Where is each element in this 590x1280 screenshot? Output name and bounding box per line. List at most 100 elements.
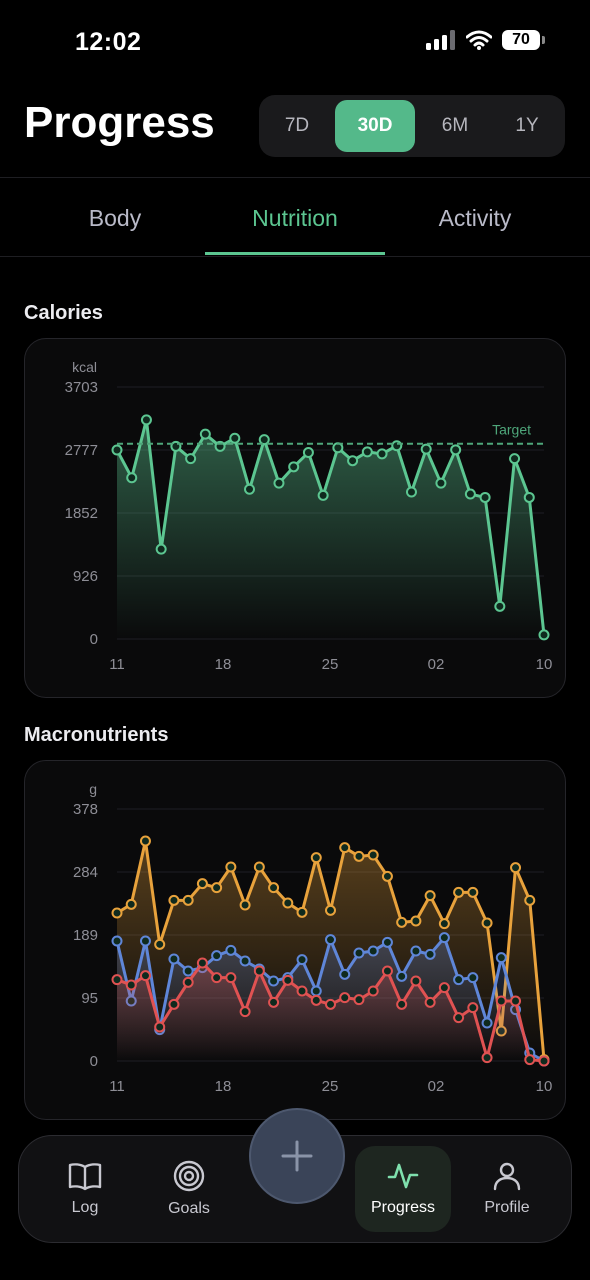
macros-point xyxy=(438,932,450,944)
macros-point xyxy=(139,970,151,982)
macros-point xyxy=(438,918,450,930)
calories-point xyxy=(376,448,388,460)
macros-point xyxy=(524,1054,536,1066)
macros-point xyxy=(424,996,436,1008)
macros-point xyxy=(325,934,336,946)
macros-y-tick: 95 xyxy=(81,990,98,1007)
tab-body[interactable]: Body xyxy=(88,205,142,231)
macros-point xyxy=(453,1012,465,1024)
calories-y-tick: 0 xyxy=(90,631,98,648)
calories-point xyxy=(140,414,152,426)
macros-point xyxy=(325,904,336,916)
macros-point xyxy=(296,985,308,997)
battery-icon: 70 xyxy=(502,30,545,50)
calories-section-title: Calories xyxy=(24,302,103,324)
calories-area-0 xyxy=(117,419,544,639)
person-icon xyxy=(493,1162,521,1191)
macros-point xyxy=(339,992,351,1004)
status-bar: 12:02 70 xyxy=(0,0,590,90)
macros-point xyxy=(538,1055,550,1067)
calories-unit-label: kcal xyxy=(72,359,97,375)
macros-point xyxy=(438,982,450,994)
nav-progress[interactable]: Progress xyxy=(355,1146,451,1232)
active-tab-indicator xyxy=(205,252,385,255)
macros-point xyxy=(410,945,422,957)
nav-profile[interactable]: Profile xyxy=(459,1146,555,1232)
macros-point xyxy=(182,976,194,988)
calories-point xyxy=(361,446,373,458)
macros-x-tick: 10 xyxy=(536,1078,553,1095)
range-6m-button[interactable]: 6M xyxy=(441,115,469,136)
range-7d-button[interactable]: 7D xyxy=(284,115,310,136)
range-30d-button[interactable]: 30D xyxy=(335,100,415,152)
macros-point xyxy=(310,985,322,997)
macros-point xyxy=(396,970,408,982)
macros-point xyxy=(196,957,208,969)
macros-chart: g 378 284 189 95 0 11 18 25 02 10 xyxy=(73,781,553,1095)
macros-point xyxy=(510,862,522,874)
macros-point xyxy=(296,954,308,966)
calories-point xyxy=(155,543,167,555)
macros-point xyxy=(125,979,137,991)
macros-point xyxy=(211,882,223,894)
macros-point xyxy=(239,1006,251,1018)
macros-point xyxy=(211,950,223,962)
calories-point xyxy=(317,489,329,501)
calories-point xyxy=(273,477,285,489)
calories-point xyxy=(494,600,506,612)
macros-x-tick: 25 xyxy=(322,1078,339,1095)
nav-log-label: Log xyxy=(71,1199,99,1216)
tab-activity[interactable]: Activity xyxy=(438,205,512,231)
macros-point xyxy=(268,882,280,894)
macros-point xyxy=(353,947,365,959)
macros-point xyxy=(182,894,194,906)
macros-point xyxy=(211,972,223,984)
macros-point xyxy=(481,917,493,929)
nav-goals[interactable]: Goals xyxy=(141,1146,237,1232)
macros-point xyxy=(381,965,393,977)
calories-y-tick: 1852 xyxy=(65,505,98,522)
macros-point xyxy=(168,894,180,906)
nav-log[interactable]: Log xyxy=(37,1146,133,1232)
battery-level: 70 xyxy=(512,31,530,48)
macros-point xyxy=(467,972,479,984)
tab-nutrition[interactable]: Nutrition xyxy=(252,205,338,231)
macros-point xyxy=(225,861,237,873)
calories-point xyxy=(464,488,476,500)
macros-y-tick: 284 xyxy=(73,864,98,881)
macros-point xyxy=(268,975,280,987)
macros-point xyxy=(239,899,251,911)
add-entry-button[interactable] xyxy=(249,1108,345,1204)
plus-icon xyxy=(281,1140,313,1172)
macros-point xyxy=(253,965,265,977)
calories-chart-card: kcal 3703 2777 1852 926 0 11 18 25 02 10 Target xyxy=(24,338,566,698)
range-1y-button[interactable]: 1Y xyxy=(515,115,539,136)
macros-point xyxy=(367,945,379,957)
macros-x-tick: 11 xyxy=(109,1078,125,1095)
macros-y-tick: 378 xyxy=(73,801,98,818)
macros-point xyxy=(296,906,308,918)
calories-point xyxy=(420,443,432,455)
calories-chart: kcal 3703 2777 1852 926 0 11 18 25 02 10 Target xyxy=(65,359,553,673)
book-icon xyxy=(68,1163,102,1191)
calories-point xyxy=(229,432,241,444)
calories-point xyxy=(509,453,521,465)
macros-point xyxy=(381,870,393,882)
macros-point xyxy=(125,898,137,910)
nav-goals-label: Goals xyxy=(168,1200,210,1217)
macros-section-title: Macronutrients xyxy=(24,724,169,746)
calories-point xyxy=(288,461,300,473)
macros-point xyxy=(282,897,294,909)
wifi-icon xyxy=(466,30,492,50)
macros-point xyxy=(310,994,322,1006)
macros-point xyxy=(325,998,336,1010)
macros-x-tick: 18 xyxy=(215,1078,232,1095)
calories-point xyxy=(347,455,359,467)
tabs-divider xyxy=(0,256,590,257)
macros-point xyxy=(453,974,465,986)
macros-point xyxy=(467,886,479,898)
macros-point xyxy=(253,861,265,873)
calories-point xyxy=(435,477,447,489)
macros-point xyxy=(268,996,280,1008)
macros-point xyxy=(154,938,166,950)
